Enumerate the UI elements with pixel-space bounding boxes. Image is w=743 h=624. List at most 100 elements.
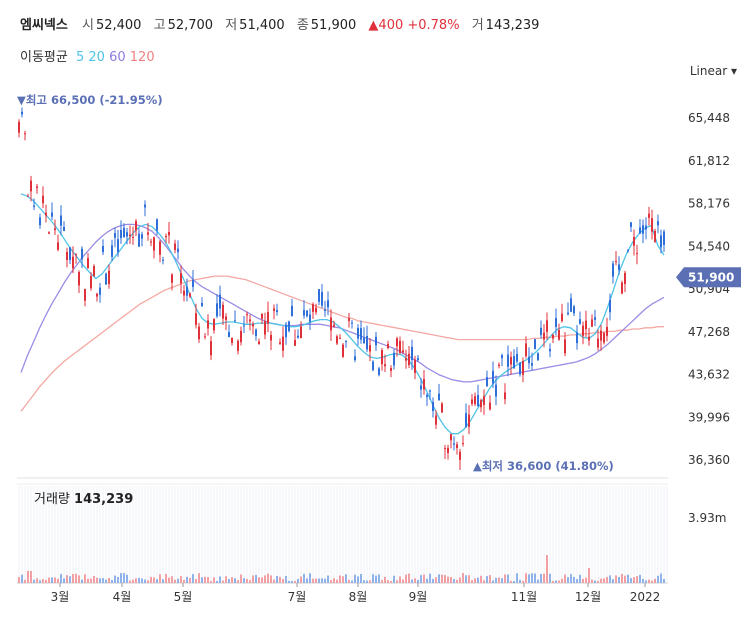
volume-bar	[60, 574, 62, 583]
candle-body	[489, 402, 491, 410]
candle-body	[525, 343, 527, 357]
candle-body	[234, 320, 236, 322]
last-price-label: 51,900	[688, 270, 734, 284]
volume-bar	[372, 574, 374, 583]
volume-bar	[375, 575, 377, 583]
volume-bar	[99, 578, 101, 583]
candle-body	[21, 111, 23, 115]
candle-body	[303, 310, 305, 316]
candle-body	[411, 346, 413, 361]
ma-60-label[interactable]: 60	[109, 50, 126, 65]
candle-body	[366, 335, 368, 350]
volume-bar	[219, 576, 221, 583]
volume-bar	[192, 574, 194, 583]
volume-bar	[267, 573, 269, 583]
volume-bar	[405, 574, 407, 583]
volume-bar	[633, 577, 635, 583]
candle-body	[564, 339, 566, 354]
high-value: 52,700	[167, 18, 214, 33]
candle-body	[621, 282, 623, 294]
volume-bar	[231, 577, 233, 583]
y-tick-label: 36,360	[688, 453, 730, 467]
y-tick-label: 58,176	[688, 197, 730, 211]
volume-bar	[300, 576, 302, 583]
candle-body	[510, 356, 512, 365]
volume-bar	[312, 578, 314, 583]
volume-bar	[306, 578, 308, 583]
volume-bar	[288, 580, 290, 583]
candle-body	[216, 303, 218, 317]
volume-bar	[57, 578, 59, 583]
candle-body	[498, 364, 500, 366]
candle-body	[78, 272, 80, 286]
volume-bar	[261, 577, 263, 583]
volume-bar	[303, 573, 305, 583]
volume-bar	[357, 576, 359, 583]
candle-body	[156, 219, 158, 231]
candle-body	[537, 353, 539, 361]
volume-bar	[363, 580, 365, 583]
candle-body	[228, 331, 230, 338]
volume-bar	[72, 574, 74, 583]
volume-bar	[411, 579, 413, 583]
volume-bar	[123, 573, 125, 583]
volume-bar	[210, 580, 212, 583]
volume-bar	[360, 574, 362, 583]
volume-bar	[111, 580, 113, 583]
candle-body	[198, 326, 200, 340]
candle-body	[531, 363, 533, 366]
candle-body	[447, 447, 449, 454]
volume-bar	[114, 575, 116, 583]
candle-body	[438, 393, 440, 401]
ma-120-label[interactable]: 120	[129, 50, 155, 65]
candle-body	[651, 218, 653, 232]
candle-body	[279, 342, 281, 344]
volume-bar	[345, 574, 347, 583]
volume-bar	[222, 580, 224, 583]
candle-body	[441, 403, 443, 413]
volume-bar	[384, 576, 386, 583]
volume-bar	[150, 576, 152, 583]
volume-bar	[366, 580, 368, 583]
candle-body	[618, 264, 620, 271]
candle-body	[291, 305, 293, 317]
x-tick-label: 11월	[511, 590, 537, 604]
candle-body	[645, 225, 647, 230]
candle-body	[336, 336, 338, 344]
ma-5-label[interactable]: 5	[75, 50, 85, 65]
volume-bar	[201, 577, 203, 583]
candle-body	[648, 213, 650, 218]
volume-bar	[135, 578, 137, 583]
volume-bar	[84, 574, 86, 583]
volume-bar	[30, 571, 32, 583]
candle-body	[456, 444, 458, 449]
volume-bar	[264, 575, 266, 583]
ma-20-label[interactable]: 20	[88, 50, 105, 65]
volume-bar	[276, 575, 278, 583]
scale-toggle[interactable]: Linear ▾	[689, 64, 737, 78]
volume-bar	[468, 575, 470, 583]
volume-bar	[285, 575, 287, 583]
candle-body	[546, 320, 548, 332]
volume-bar	[459, 577, 461, 583]
volume-bar	[117, 577, 119, 583]
candle-body	[285, 324, 287, 338]
volume-bar	[426, 578, 428, 583]
candle-body	[273, 308, 275, 311]
candle-body	[288, 321, 290, 332]
volume-bar	[540, 573, 542, 583]
volume-bar	[102, 578, 104, 583]
candle-body	[45, 212, 47, 216]
candle-body	[168, 231, 170, 236]
volume-bar	[483, 580, 485, 583]
candle-body	[582, 325, 584, 336]
close-value: 51,900	[310, 18, 357, 33]
candle-body	[51, 212, 53, 217]
volume-bar	[501, 578, 503, 583]
candle-body	[528, 356, 530, 364]
candle-body	[252, 324, 254, 327]
candle-body	[345, 341, 347, 343]
volume-bar	[495, 577, 497, 583]
volume-bar	[465, 575, 467, 583]
